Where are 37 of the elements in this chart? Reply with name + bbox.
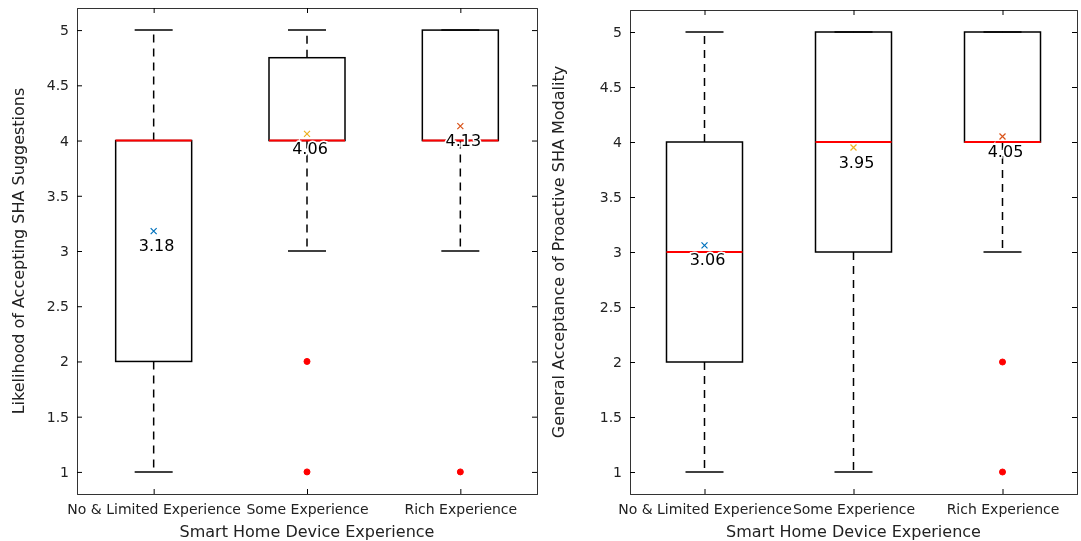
x-tick-label: Some Experience (792, 500, 916, 517)
y-tick-label: 3.5 (599, 188, 622, 205)
y-tick-label: 4.5 (599, 78, 622, 95)
y-tick-label: 5 (60, 22, 69, 39)
y-tick-label: 1 (60, 463, 69, 480)
point (700, 241, 709, 249)
y-tick-label: 1 (613, 463, 622, 480)
y-tick-label: 3 (613, 243, 622, 260)
y-axis-title: Likelihood of Accepting SHA Suggestions (9, 87, 28, 415)
point (456, 122, 464, 130)
data-label: 4.06 (292, 138, 328, 158)
point (303, 130, 311, 138)
y-tick-label: 2 (613, 353, 622, 370)
x-tick-label: No & Limited Experience (67, 500, 241, 517)
y-tick-label: 5 (613, 23, 622, 40)
y-tick-label: 1.5 (46, 408, 69, 425)
y-tick-label: 3 (60, 242, 69, 259)
y-tick-label: 4 (613, 133, 623, 150)
x-tick-label: Rich Experience (404, 500, 518, 517)
x-tick-label: No & Limited Experience (618, 500, 792, 517)
y-tick-label: 2 (60, 353, 69, 370)
data-label: 3.06 (689, 250, 726, 270)
y-tick-label: 2.5 (46, 298, 69, 315)
y-tick-label: 1.5 (599, 408, 622, 425)
x-tick-label: Some Experience (246, 500, 369, 517)
x-axis-title: Smart Home Device Experience (726, 522, 981, 541)
y-tick-label: 4.5 (46, 77, 69, 94)
y-axis-title: General Acceptance of Proactive SHA Modality (549, 65, 568, 439)
y-tick-label: 4 (60, 132, 70, 149)
data-label: 4.05 (987, 141, 1024, 161)
y-tick-label: 3.5 (46, 187, 69, 204)
data-label: 3.95 (838, 152, 875, 172)
x-axis-title: Smart Home Device Experience (179, 522, 435, 541)
y-tick-label: 2.5 (599, 298, 622, 315)
data-label: 3.18 (138, 236, 175, 256)
point (150, 227, 158, 235)
x-tick-label: Rich Experience (946, 500, 1060, 517)
